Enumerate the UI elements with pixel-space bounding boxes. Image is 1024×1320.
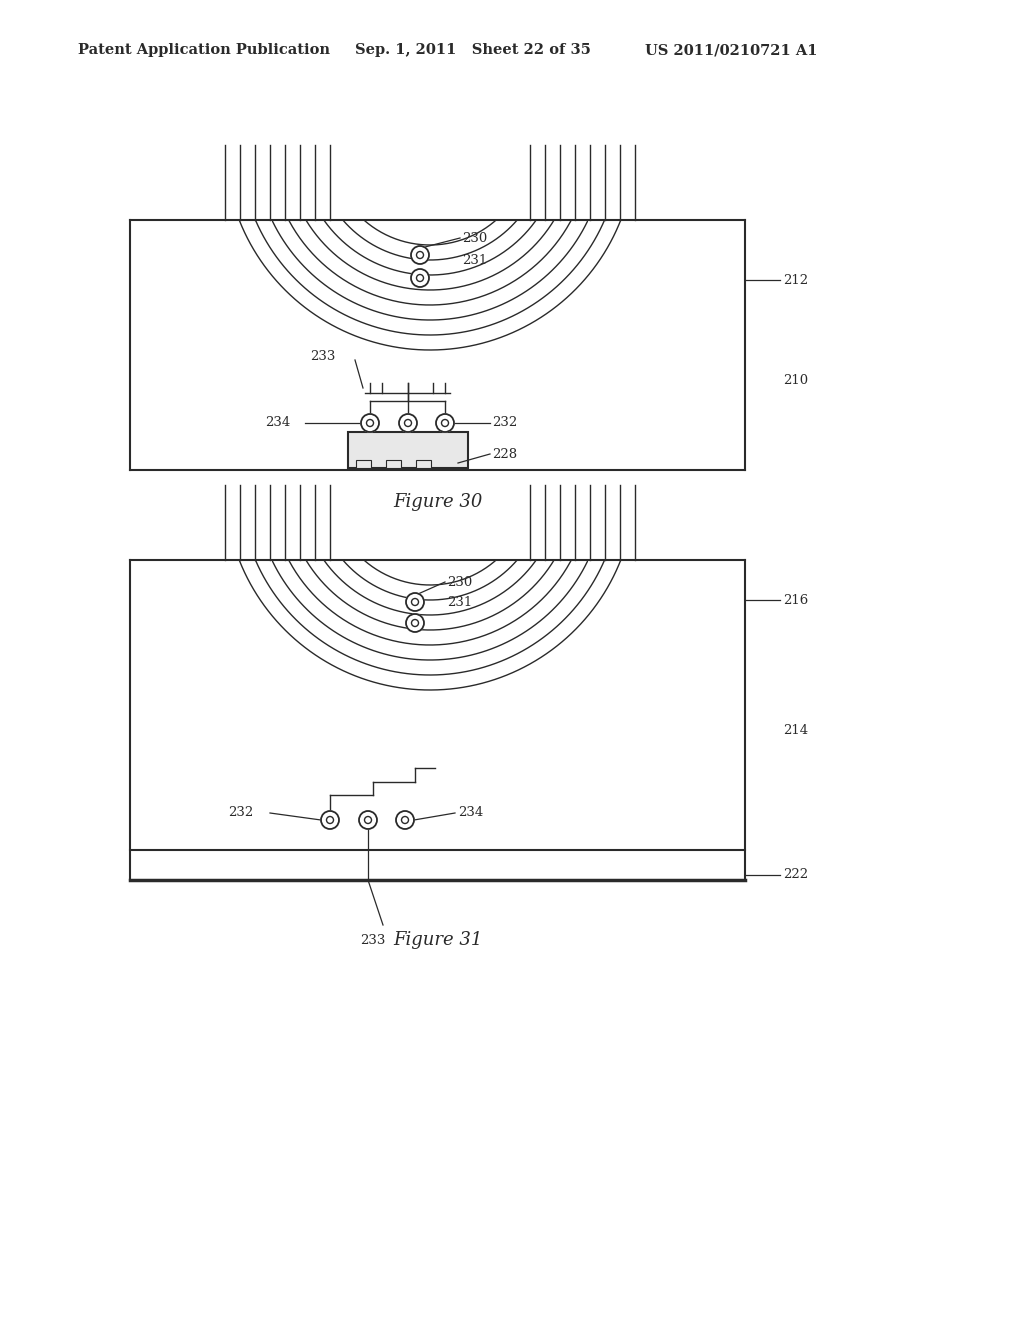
Text: 230: 230 xyxy=(447,576,472,589)
Text: 212: 212 xyxy=(783,273,808,286)
Text: 222: 222 xyxy=(783,869,808,882)
Circle shape xyxy=(359,810,377,829)
Text: 210: 210 xyxy=(783,374,808,387)
Text: US 2011/0210721 A1: US 2011/0210721 A1 xyxy=(645,44,817,57)
Text: 233: 233 xyxy=(360,933,386,946)
Circle shape xyxy=(361,414,379,432)
Text: 232: 232 xyxy=(228,807,253,820)
Text: Patent Application Publication: Patent Application Publication xyxy=(78,44,330,57)
Circle shape xyxy=(406,614,424,632)
Text: 234: 234 xyxy=(458,807,483,820)
Text: 234: 234 xyxy=(265,417,290,429)
Text: 231: 231 xyxy=(447,595,472,609)
Text: Figure 31: Figure 31 xyxy=(393,931,482,949)
Circle shape xyxy=(399,414,417,432)
Text: 231: 231 xyxy=(462,253,487,267)
Text: 233: 233 xyxy=(310,351,336,363)
Circle shape xyxy=(396,810,414,829)
Text: 232: 232 xyxy=(492,417,517,429)
Circle shape xyxy=(411,246,429,264)
Bar xyxy=(385,459,400,469)
Bar xyxy=(355,459,371,469)
Text: 214: 214 xyxy=(783,723,808,737)
Circle shape xyxy=(436,414,454,432)
Text: 228: 228 xyxy=(492,447,517,461)
Bar xyxy=(416,459,430,469)
Text: Figure 30: Figure 30 xyxy=(393,492,482,511)
Circle shape xyxy=(321,810,339,829)
Text: 230: 230 xyxy=(462,231,487,244)
Bar xyxy=(348,432,468,469)
Circle shape xyxy=(411,269,429,286)
Text: 216: 216 xyxy=(783,594,808,606)
Circle shape xyxy=(406,593,424,611)
Text: Sep. 1, 2011   Sheet 22 of 35: Sep. 1, 2011 Sheet 22 of 35 xyxy=(355,44,591,57)
